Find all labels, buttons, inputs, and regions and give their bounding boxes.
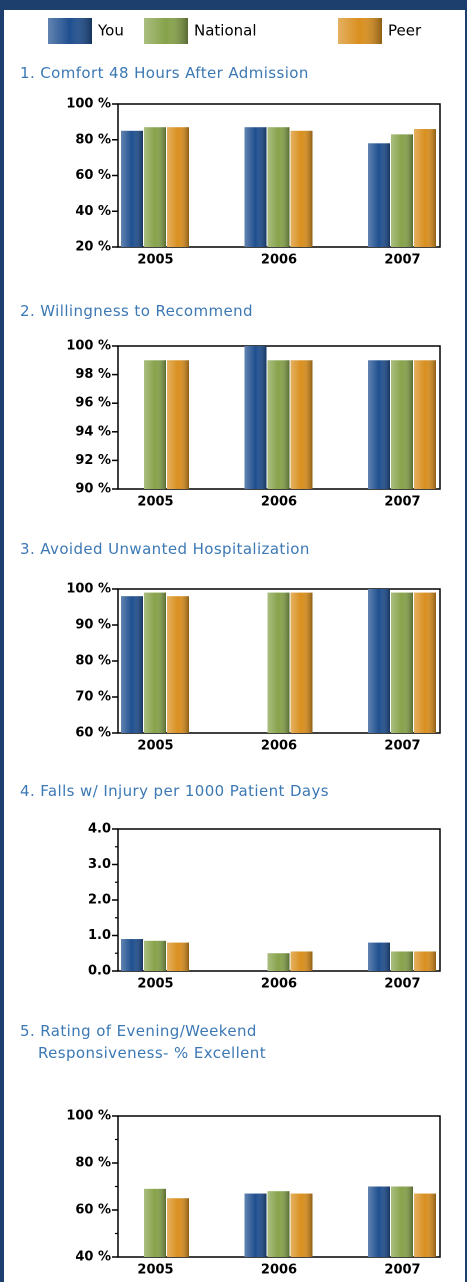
bar-shade [391,134,413,247]
bar-shade [290,951,313,971]
y-tick-label: 90 % [75,482,111,497]
bar-shade [121,596,143,733]
bar-shade [368,360,390,489]
y-tick-label: 100 % [66,339,111,354]
bar-shade [368,143,390,247]
bar-shade [144,1188,166,1257]
y-tick-label: 98 % [75,367,111,382]
bar-shade [167,127,189,247]
bar-shade [144,127,166,247]
y-tick-label: 100 % [66,1109,111,1124]
legend-swatch-shade [144,18,188,44]
x-tick-label: 2005 [137,977,173,992]
bar-shade [144,360,166,489]
y-tick-label: 3.0 [88,857,111,872]
y-tick-label: 2.0 [88,893,111,908]
y-tick-label: 0.0 [88,964,111,979]
bar-shade [391,951,413,971]
bar-shade [244,1193,267,1257]
x-tick-label: 2006 [261,253,297,268]
x-tick-label: 2007 [384,1263,420,1278]
bar-shade [167,596,189,733]
y-tick-label: 92 % [75,453,111,468]
y-tick-label: 1.0 [88,928,111,943]
bar-shade [144,592,166,733]
bar-shade [290,360,313,489]
y-tick-label: 90 % [75,618,111,633]
bar-shade [414,592,436,733]
y-tick-label: 94 % [75,424,111,439]
bar-shade [267,360,290,489]
x-tick-label: 2005 [137,253,173,268]
bar-shade [414,360,436,489]
x-tick-label: 2007 [384,495,420,510]
legend-label: Peer [388,22,422,40]
x-tick-label: 2007 [384,253,420,268]
bar-shade [167,360,189,489]
chart-title: 4. Falls w/ Injury per 1000 Patient Days [20,782,330,800]
legend-label: National [194,22,257,40]
x-tick-label: 2007 [384,739,420,754]
bar-shade [391,360,413,489]
chart-title: 3. Avoided Unwanted Hospitalization [20,540,310,558]
legend-swatch-shade [48,18,92,44]
bar-shade [121,939,143,971]
y-tick-label: 80 % [75,1156,111,1171]
bar-shade [167,1198,189,1257]
x-tick-label: 2007 [384,977,420,992]
y-tick-label: 100 % [66,97,111,112]
x-tick-label: 2006 [261,977,297,992]
chart-title: 1. Comfort 48 Hours After Admission [20,64,309,82]
bar-shade [391,1186,413,1257]
x-tick-label: 2006 [261,1263,297,1278]
y-tick-label: 20 % [75,240,111,255]
legend-swatch-shade [338,18,382,44]
chart-title: 2. Willingness to Recommend [20,302,253,320]
y-tick-label: 60 % [75,726,111,741]
bar-shade [267,1191,290,1257]
bar-shade [144,940,166,971]
x-tick-label: 2006 [261,739,297,754]
x-tick-label: 2005 [137,1263,173,1278]
bar-shade [414,1193,436,1257]
plot-area [117,828,441,972]
bar-shade [244,127,267,247]
y-tick-label: 40 % [75,204,111,219]
y-tick-label: 80 % [75,654,111,669]
bar-shade [121,130,143,247]
top-bar [0,0,467,10]
left-border [0,0,4,1282]
bar-shade [267,592,290,733]
y-tick-label: 40 % [75,1250,111,1265]
y-tick-label: 60 % [75,168,111,183]
y-tick-label: 80 % [75,132,111,147]
legend-label: You [97,22,124,40]
bar-shade [267,127,290,247]
bar-shade [391,592,413,733]
bar-shade [368,1186,390,1257]
y-tick-label: 60 % [75,1203,111,1218]
bar-shade [244,346,267,489]
y-tick-label: 100 % [66,582,111,597]
bar-shade [290,1193,313,1257]
bar-shade [290,130,313,247]
y-tick-label: 96 % [75,396,111,411]
bar-shade [414,129,436,247]
bar-shade [414,951,436,971]
x-tick-label: 2006 [261,495,297,510]
bar-shade [368,589,390,733]
bar-shade [290,592,313,733]
y-tick-label: 4.0 [88,822,111,837]
x-tick-label: 2005 [137,495,173,510]
y-tick-label: 70 % [75,690,111,705]
bar-shade [267,953,290,971]
bar-shade [167,942,189,971]
right-border [465,0,467,1282]
x-tick-label: 2005 [137,739,173,754]
chart-title: 5. Rating of Evening/Weekend Responsiven… [20,1022,266,1062]
bar-shade [368,942,390,971]
